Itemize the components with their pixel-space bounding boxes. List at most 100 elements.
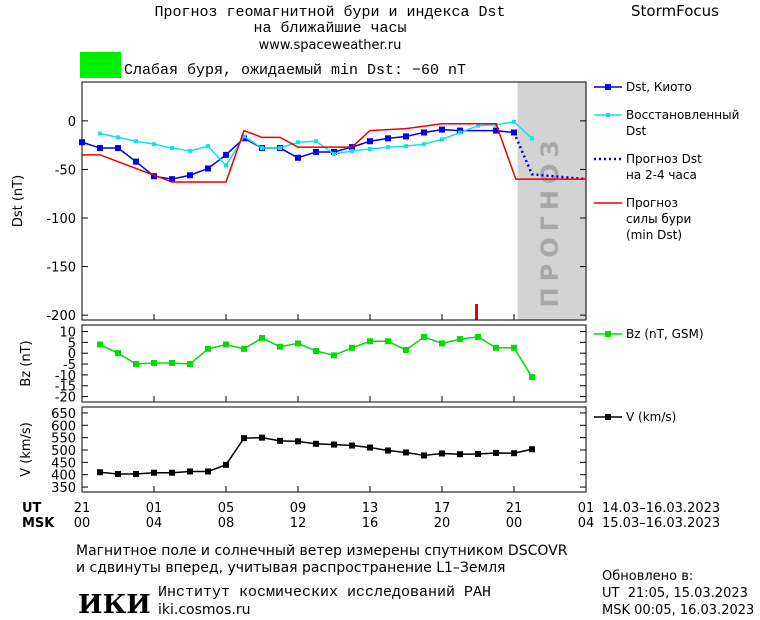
point: [223, 461, 229, 468]
plot-frame: [81, 81, 587, 321]
point: [242, 134, 246, 139]
legend-label: Прогноз: [626, 196, 678, 210]
legend-label: Dst: [626, 124, 646, 138]
point: [152, 142, 156, 147]
logo: ИКИ: [78, 590, 151, 620]
url: www.spaceweather.ru: [259, 38, 402, 53]
point: [295, 340, 301, 347]
point: [97, 341, 103, 348]
point: [475, 450, 481, 457]
point: [350, 148, 354, 153]
point: [421, 129, 427, 136]
legend-label: Восстановленный: [626, 108, 739, 122]
now-marker: [475, 304, 478, 320]
point: [296, 140, 300, 145]
point: [277, 437, 283, 444]
point: [367, 138, 373, 145]
series-line: [99, 336, 533, 378]
y-tick-label: -100: [46, 212, 76, 227]
point: [169, 469, 175, 476]
series-line: [512, 132, 587, 181]
y-axis-label: Bz (nT): [19, 340, 34, 386]
point: [79, 139, 85, 146]
legend-marker: [605, 84, 611, 90]
legend-label: Прогноз Dst: [626, 152, 702, 166]
point: [170, 146, 174, 151]
note: Магнитное поле и солнечный ветер измерен…: [76, 543, 568, 559]
point: [368, 147, 372, 152]
point: [97, 469, 103, 476]
point: [151, 469, 157, 476]
legend-marker: [606, 113, 610, 117]
point: [134, 139, 138, 144]
point: [511, 450, 517, 457]
y-tick-label: 0: [68, 347, 76, 362]
point: [313, 148, 319, 155]
point: [403, 346, 409, 353]
point: [530, 136, 534, 141]
point: [313, 440, 319, 447]
point: [475, 333, 481, 340]
point: [260, 146, 264, 151]
legend-label: V (km/s): [626, 410, 676, 424]
point: [187, 361, 193, 368]
point: [133, 158, 139, 165]
point: [385, 447, 391, 454]
legend-marker: [605, 331, 611, 337]
y-tick-label: 650: [51, 407, 76, 422]
updated-ut: UT 21:05, 15.03.2023: [602, 586, 748, 601]
x-tick-label: 21: [506, 501, 523, 516]
forecast-region: [517, 82, 586, 320]
point: [259, 335, 265, 342]
y-tick-label: -20: [55, 391, 76, 406]
y-tick-label: 500: [51, 444, 76, 459]
point: [223, 341, 229, 348]
point: [151, 173, 157, 180]
point: [422, 142, 426, 147]
subtitle: на ближайшие часы: [253, 20, 406, 37]
legend-label: силы бури: [626, 212, 691, 226]
point: [440, 137, 444, 142]
y-tick-label: 400: [51, 469, 76, 484]
x-tick-label: 17: [434, 501, 451, 516]
note: и сдвинуты вперед, учитывая распростране…: [76, 560, 505, 576]
x-tick-label-msk: 00: [506, 516, 523, 531]
point: [349, 344, 355, 351]
point: [331, 352, 337, 359]
status: Слабая буря, ожидаемый min Dst: −60 nT: [124, 62, 466, 79]
point: [439, 340, 445, 347]
y-tick-label: -50: [55, 163, 76, 178]
point: [188, 148, 192, 153]
point: [116, 135, 120, 140]
x-tick-label-msk: 00: [74, 516, 91, 531]
y-tick-label: 600: [51, 419, 76, 434]
point: [205, 468, 211, 475]
y-tick-label: 0: [68, 115, 76, 130]
point: [169, 359, 175, 366]
y-tick-label: -5: [63, 358, 76, 373]
legend-label: Bz (nT, GSM): [626, 327, 704, 341]
point: [115, 145, 121, 152]
x-tick-label: 13: [362, 501, 379, 516]
legend-label: на 2-4 часа: [626, 168, 697, 182]
x-tick-label: 21: [74, 501, 91, 516]
point: [332, 151, 336, 156]
point: [169, 176, 175, 183]
point: [241, 345, 247, 352]
point: [205, 345, 211, 352]
point: [367, 338, 373, 345]
point: [277, 343, 283, 350]
point: [421, 333, 427, 340]
y-tick-label: -10: [55, 369, 76, 384]
x-tick-label-msk: 08: [218, 516, 235, 531]
point: [295, 438, 301, 445]
point: [404, 144, 408, 149]
point: [98, 131, 102, 136]
point: [187, 172, 193, 179]
site: iki.cosmos.ru: [158, 602, 250, 618]
point: [529, 446, 535, 453]
msk-label: MSK: [22, 516, 55, 531]
point: [512, 119, 516, 124]
legend-marker: [605, 414, 611, 420]
